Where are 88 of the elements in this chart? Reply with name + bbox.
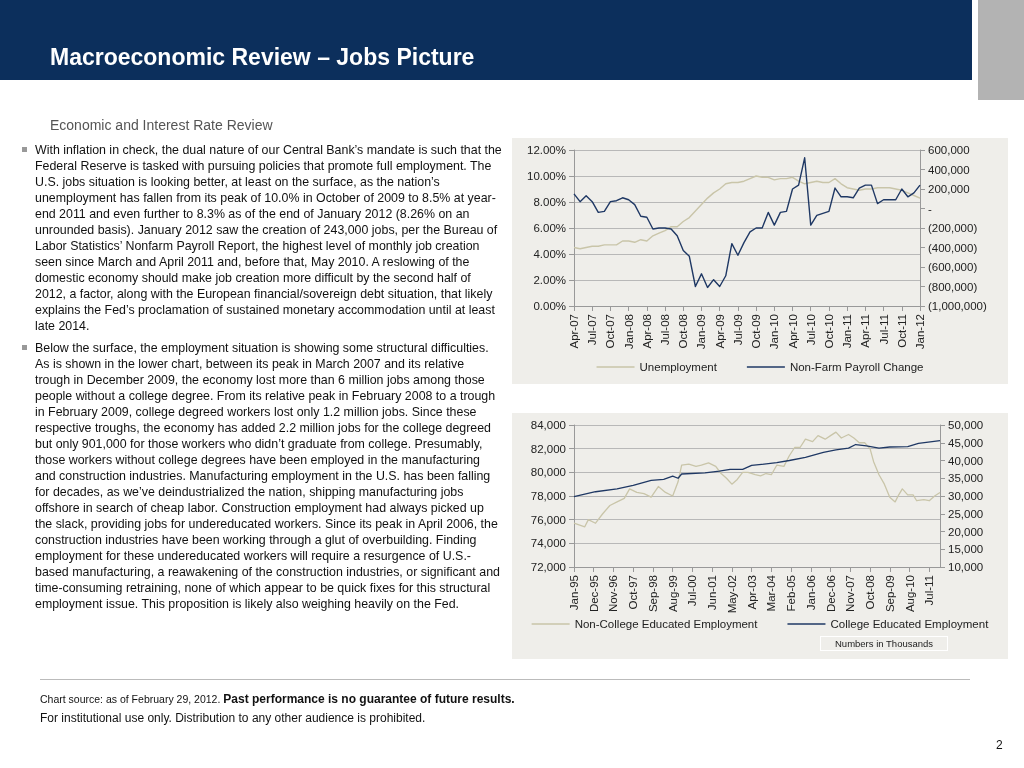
y2-tick-label: (1,000,000) <box>928 300 987 312</box>
text: Economic and Interest Rate Review <box>50 117 273 133</box>
line-series <box>573 157 921 289</box>
y-tick-label: 8.00% <box>533 196 566 208</box>
x-tick-label: Jul-10 <box>804 314 817 346</box>
x-tick-label: Dec-95 <box>587 575 600 613</box>
legend-label: Unemployment <box>639 361 718 373</box>
y2-tick-label: - <box>928 202 932 215</box>
x-tick-label: Jul-08 <box>659 314 672 346</box>
x-tick-label: Aug-10 <box>903 575 916 613</box>
x-tick-label: Apr-08 <box>640 314 653 349</box>
line-series <box>573 175 921 250</box>
legend-label: Non-College Educated Employment <box>574 618 759 630</box>
text: 2 <box>996 738 1003 752</box>
text: Chart source: as of February 29, 2012. <box>40 693 222 705</box>
x-tick-label: Jul-07 <box>586 314 599 346</box>
y2-tick-label: (800,000) <box>928 280 978 293</box>
y-tick-label: 10.00% <box>526 170 566 182</box>
x-tick-label: Oct-08 <box>864 575 877 610</box>
x-tick-label: Dec-06 <box>824 575 837 613</box>
text: Numbers in Thousands <box>820 636 949 651</box>
x-tick-label: Mar-04 <box>765 574 778 612</box>
x-tick-label: Oct-08 <box>677 314 690 349</box>
x-tick-label: Jan-09 <box>695 314 708 350</box>
x-tick-label: Jan-06 <box>804 575 817 611</box>
x-tick-label: Jun-01 <box>706 575 719 611</box>
y2-tick-label: 50,000 <box>948 419 984 431</box>
x-tick-label: Oct-10 <box>822 314 835 349</box>
x-tick-label: Jan-10 <box>768 314 781 350</box>
y-tick-label: 0.00% <box>533 300 566 312</box>
y-tick-label: 72,000 <box>530 561 566 573</box>
y-tick-label: 84,000 <box>530 419 566 431</box>
x-tick-label: Oct-07 <box>604 314 617 349</box>
x-tick-label: Apr-07 <box>568 314 580 349</box>
x-tick-label: Aug-99 <box>666 575 679 613</box>
x-tick-label: Jan-11 <box>841 314 854 349</box>
x-tick-label: Jul-09 <box>731 314 744 346</box>
y2-tick-label: 600,000 <box>928 144 970 156</box>
x-tick-label: Feb-05 <box>785 575 798 612</box>
x-tick-label: Oct-09 <box>750 314 763 349</box>
text: Macroeconomic Review – Jobs Picture <box>50 44 475 71</box>
x-tick-label: Sep-98 <box>646 575 659 613</box>
y2-tick-label: (400,000) <box>928 241 978 254</box>
x-tick-label: Apr-11 <box>859 314 872 348</box>
y-tick-label: 6.00% <box>533 222 566 234</box>
y2-tick-label: 10,000 <box>948 561 984 573</box>
y2-tick-label: 20,000 <box>948 525 984 538</box>
x-tick-label: Apr-09 <box>713 314 726 349</box>
y-tick-label: 78,000 <box>530 490 566 502</box>
x-tick-label: Jan-95 <box>568 575 580 611</box>
text: Past performance is no guarantee of future results. <box>223 692 515 706</box>
y2-tick-label: 45,000 <box>948 436 984 449</box>
line-series <box>573 431 941 528</box>
y2-tick-label: 25,000 <box>948 507 984 520</box>
y-tick-label: 4.00% <box>533 248 566 260</box>
x-tick-label: Jul-11 <box>877 314 890 345</box>
y-tick-label: 74,000 <box>530 537 566 550</box>
legend-label: Non-Farm Payroll Change <box>789 361 924 373</box>
y2-tick-label: 40,000 <box>948 454 984 467</box>
text: Below the surface, the employment situation is showing some structural difficulties. As is shown in the lower chart, between its peak in March 2007 and its relative trough in December 2009, the economy lost more than 6 million jobs among those people without a college degree. From its relative peak in February 2008 to a trough in February 2009, college degreed workers lost only 1.2 million jobs. Since these respective troughs, the economy has added 2.2 million jobs for the college degreed but only 901,000 for those workers who didn’t graduate from college. Presumably, those workers without college degrees have been employed in the manufacturing and construction industries. Manufacturing employment in the U.S. has been falling for decades, as we’ve deindustrialized the nation, shipping manufacturing jobs offshore in search of cheap labor. Construction employment had always picked up the slack, providing jobs for undereducated workers. Since its peak in April 2006, the construction industries have been working through a glut of overbuilding. Finding employment for these undereducated workers will require a resurgence of U.S.-based manufacturing, a reawakening of the construction industries, or significant and time-consuming retraining, none of which appear to be quick fixes for this structural employment issue. This proposition is likely also weighing heavily on the Fed. <box>35 341 500 611</box>
y-tick-label: 76,000 <box>530 513 566 526</box>
x-tick-label: Sep-09 <box>883 575 896 613</box>
y-tick-label: 2.00% <box>533 274 566 286</box>
x-tick-label: Jul-00 <box>686 575 699 607</box>
x-tick-label: Nov-07 <box>844 575 857 613</box>
x-tick-label: Jan-08 <box>622 314 635 350</box>
legend-label: College Educated Employment <box>830 618 990 630</box>
x-tick-label: May-02 <box>725 575 738 614</box>
x-tick-label: Oct-11 <box>895 314 908 348</box>
text: For institutional use only. Distribution to any other audience is prohibited. <box>40 711 426 725</box>
y2-tick-label: 15,000 <box>948 543 984 556</box>
y2-tick-label: 200,000 <box>928 183 970 195</box>
x-tick-label: Jan-12 <box>914 314 926 350</box>
y2-tick-label: 400,000 <box>928 163 970 176</box>
y2-tick-label: 30,000 <box>948 490 984 502</box>
line-series <box>573 439 941 498</box>
x-tick-label: Nov-96 <box>607 575 620 613</box>
y-tick-label: 82,000 <box>530 442 566 455</box>
y-tick-label: 12.00% <box>526 144 566 156</box>
text: With inflation in check, the dual nature of our Central Bank’s mandate is such that the Federal Reserve is tasked with pursuing policies that promote full employment. The U.S. jobs situation is looking better, at least on the surface, as the nation’s unemployment has fallen from its peak of 10.0% in October of 2009 to 8.5% at year-end 2011 and even further to 8.3% as of the end of January 2012 (8.26% on an unrounded basis). January 2012 saw the creation of 243,000 jobs, per the Bureau of Labor Statistics’ Nonfarm Payroll Report, the highest level of monthly job creation seen since March and April 2011 and, before that, May 2010. A reslowing of the domestic economy should make job creation more difficult by the second half of 2012, a factor, along with the European financial/sovereign debt situation, that likely explains the Fed’s proclamation of sustained monetary accommodation until at least late 2014. <box>35 143 502 333</box>
x-tick-label: Apr-03 <box>745 575 758 610</box>
y2-tick-label: (600,000) <box>928 261 978 273</box>
y2-tick-label: 35,000 <box>948 472 984 485</box>
x-tick-label: Jul-11 <box>923 575 936 606</box>
y-tick-label: 80,000 <box>530 466 566 479</box>
x-tick-label: Oct-97 <box>627 575 640 610</box>
y2-tick-label: (200,000) <box>928 222 978 234</box>
x-tick-label: Apr-10 <box>786 314 799 349</box>
